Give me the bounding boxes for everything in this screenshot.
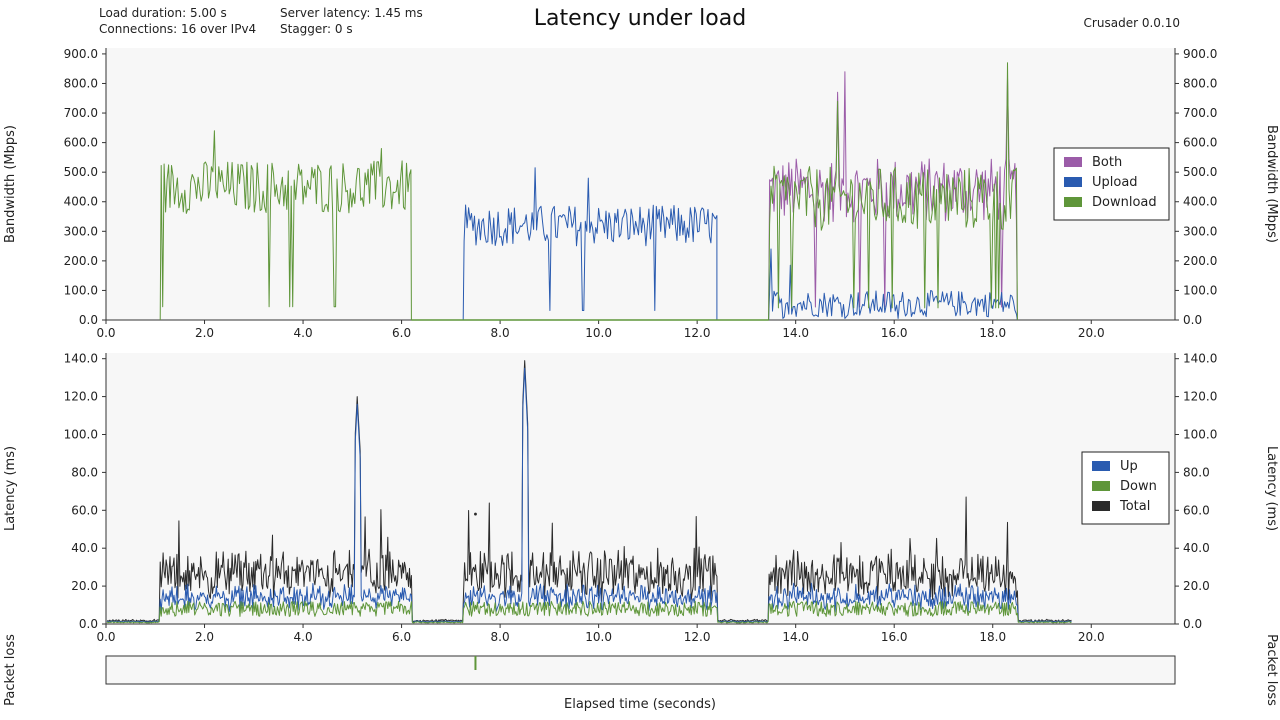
bandwidth-y-tick-label: 900.0 [64,47,98,61]
connections: Connections: 16 over IPv4 [99,22,257,36]
latency-series-down-line [106,600,1072,624]
latency-y-tick-label-right: 140.0 [1183,352,1217,366]
bandwidth-y-tick-label: 400.0 [64,195,98,209]
latency-x-tick-label: 8.0 [491,630,510,644]
latency-y-tick-label: 0.0 [79,617,98,631]
legend-swatch-download [1064,197,1082,207]
latency-y-tick-label-right: 0.0 [1183,617,1202,631]
bandwidth-y-tick-label: 0.0 [79,313,98,327]
bandwidth-y-tick-label: 600.0 [64,136,98,150]
bandwidth-y-tick-label-right: 200.0 [1183,254,1217,268]
packet-loss-label: Packet loss [3,634,18,706]
legend-swatch-both [1064,157,1082,167]
bandwidth-y-tick-label: 300.0 [64,224,98,238]
bandwidth-y-tick-label-right: 0.0 [1183,313,1202,327]
latency-y-axis-label-right: Latency (ms) [1264,446,1279,531]
bandwidth-series-upload-line [768,248,1018,321]
latency-outlier-point [474,512,477,516]
bandwidth-y-tick-label-right: 400.0 [1183,195,1217,209]
bandwidth-y-tick-label-right: 800.0 [1183,76,1217,90]
bandwidth-y-tick-label-right: 900.0 [1183,47,1217,61]
latency-y-tick-label-right: 40.0 [1183,541,1210,555]
bandwidth-x-tick-label: 12.0 [684,326,711,340]
legend-label-both: Both [1092,155,1122,170]
packet-loss-label-right: Packet loss [1264,634,1279,706]
legend-label-download: Download [1092,195,1157,210]
stagger: Stagger: 0 s [280,22,353,36]
latency-y-tick-label-right: 80.0 [1183,465,1210,479]
x-axis-label: Elapsed time (seconds) [564,697,716,712]
bandwidth-series-download-line [768,62,1018,321]
bandwidth-x-tick-label: 16.0 [881,326,908,340]
chart-title: Latency under load [533,6,747,31]
bandwidth-y-tick-label: 500.0 [64,165,98,179]
latency-y-tick-label: 80.0 [71,465,98,479]
bandwidth-y-tick-label-right: 300.0 [1183,224,1217,238]
bandwidth-y-tick-label-right: 700.0 [1183,106,1217,120]
latency-y-tick-label: 60.0 [71,503,98,517]
bandwidth-y-tick-label: 800.0 [64,76,98,90]
bandwidth-y-axis-label: Bandwidth (Mbps) [3,125,18,243]
bandwidth-x-tick-label: 8.0 [491,326,510,340]
latency-y-tick-label: 20.0 [71,579,98,593]
bandwidth-x-tick-label: 0.0 [96,326,115,340]
legend-swatch-total [1092,501,1110,511]
latency-y-tick-label-right: 120.0 [1183,390,1217,404]
legend-label-total: Total [1119,499,1150,514]
bandwidth-x-tick-label: 4.0 [294,326,313,340]
latency-x-tick-label: 2.0 [195,630,214,644]
legend-label-up: Up [1120,459,1138,474]
version-label: Crusader 0.0.10 [1083,16,1180,30]
bandwidth-y-tick-label-right: 600.0 [1183,136,1217,150]
bandwidth-x-tick-label: 14.0 [782,326,809,340]
latency-x-tick-label: 12.0 [684,630,711,644]
latency-series-up-line [106,367,1072,623]
latency-y-tick-label: 40.0 [71,541,98,555]
bandwidth-plot-area [106,48,1175,320]
latency-y-axis-label: Latency (ms) [3,446,18,531]
latency-y-tick-label-right: 20.0 [1183,579,1210,593]
latency-x-tick-label: 20.0 [1078,630,1105,644]
load-duration: Load duration: 5.00 s [99,6,227,20]
latency-x-tick-label: 10.0 [585,630,612,644]
latency-x-tick-label: 14.0 [782,630,809,644]
latency-y-tick-label-right: 60.0 [1183,503,1210,517]
legend-label-down: Down [1120,479,1157,494]
bandwidth-x-tick-label: 10.0 [585,326,612,340]
bandwidth-series-download-line [159,130,412,321]
legend-swatch-upload [1064,177,1082,187]
bandwidth-y-tick-label: 100.0 [64,283,98,297]
bandwidth-series-both-line [768,71,1018,321]
latency-x-tick-label: 16.0 [881,630,908,644]
latency-x-tick-label: 6.0 [392,630,411,644]
bandwidth-series-upload-line [462,167,718,321]
bandwidth-x-tick-label: 6.0 [392,326,411,340]
latency-y-tick-label: 140.0 [64,352,98,366]
bandwidth-x-tick-label: 2.0 [195,326,214,340]
latency-x-tick-label: 4.0 [294,630,313,644]
latency-series-total-line [106,360,1072,623]
latency-y-tick-label: 120.0 [64,390,98,404]
bandwidth-x-tick-label: 20.0 [1078,326,1105,340]
latency-y-tick-label: 100.0 [64,427,98,441]
latency-x-tick-label: 18.0 [979,630,1006,644]
bandwidth-y-tick-label: 200.0 [64,254,98,268]
latency-y-tick-label-right: 100.0 [1183,427,1217,441]
legend-swatch-upload [1092,461,1110,471]
server-latency: Server latency: 1.45 ms [280,6,423,20]
bandwidth-y-tick-label-right: 500.0 [1183,165,1217,179]
bandwidth-y-tick-label: 700.0 [64,106,98,120]
legend-swatch-download [1092,481,1110,491]
bandwidth-x-tick-label: 18.0 [979,326,1006,340]
latency-x-tick-label: 0.0 [96,630,115,644]
bandwidth-y-tick-label-right: 100.0 [1183,283,1217,297]
packet-loss-strip [105,655,1176,685]
bandwidth-y-axis-label-right: Bandwidth (Mbps) [1264,125,1279,243]
legend-label-upload: Upload [1092,175,1138,190]
